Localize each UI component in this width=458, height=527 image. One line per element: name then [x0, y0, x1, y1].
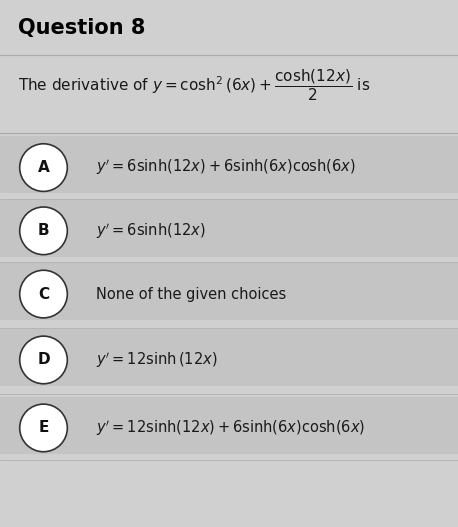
Ellipse shape [20, 336, 67, 384]
FancyBboxPatch shape [0, 200, 458, 257]
Ellipse shape [20, 207, 67, 255]
Text: D: D [37, 353, 50, 367]
Ellipse shape [20, 404, 67, 452]
Text: $y'=12\sinh(12x)+6\sinh(6x)\cosh(6x)$: $y'=12\sinh(12x)+6\sinh(6x)\cosh(6x)$ [96, 418, 365, 438]
FancyBboxPatch shape [0, 397, 458, 454]
Text: $y'=12\sinh\left(12x\right)$: $y'=12\sinh\left(12x\right)$ [96, 350, 218, 370]
Text: C: C [38, 287, 49, 301]
Text: $y'=6\sinh(12x)$: $y'=6\sinh(12x)$ [96, 221, 206, 241]
Text: $y'=6\sinh(12x)+6\sinh(6x)\cosh(6x)$: $y'=6\sinh(12x)+6\sinh(6x)\cosh(6x)$ [96, 158, 356, 178]
Text: None of the given choices: None of the given choices [96, 287, 286, 301]
Ellipse shape [20, 270, 67, 318]
FancyBboxPatch shape [0, 136, 458, 193]
Text: E: E [38, 421, 49, 435]
Ellipse shape [20, 144, 67, 191]
FancyBboxPatch shape [0, 263, 458, 320]
Text: The derivative of $y=\cosh^{2}(6x)+\dfrac{\cosh(12x)}{2}$ is: The derivative of $y=\cosh^{2}(6x)+\dfra… [18, 67, 371, 103]
Text: Question 8: Question 8 [18, 18, 146, 38]
Text: B: B [38, 223, 49, 238]
Text: A: A [38, 160, 49, 175]
FancyBboxPatch shape [0, 329, 458, 386]
